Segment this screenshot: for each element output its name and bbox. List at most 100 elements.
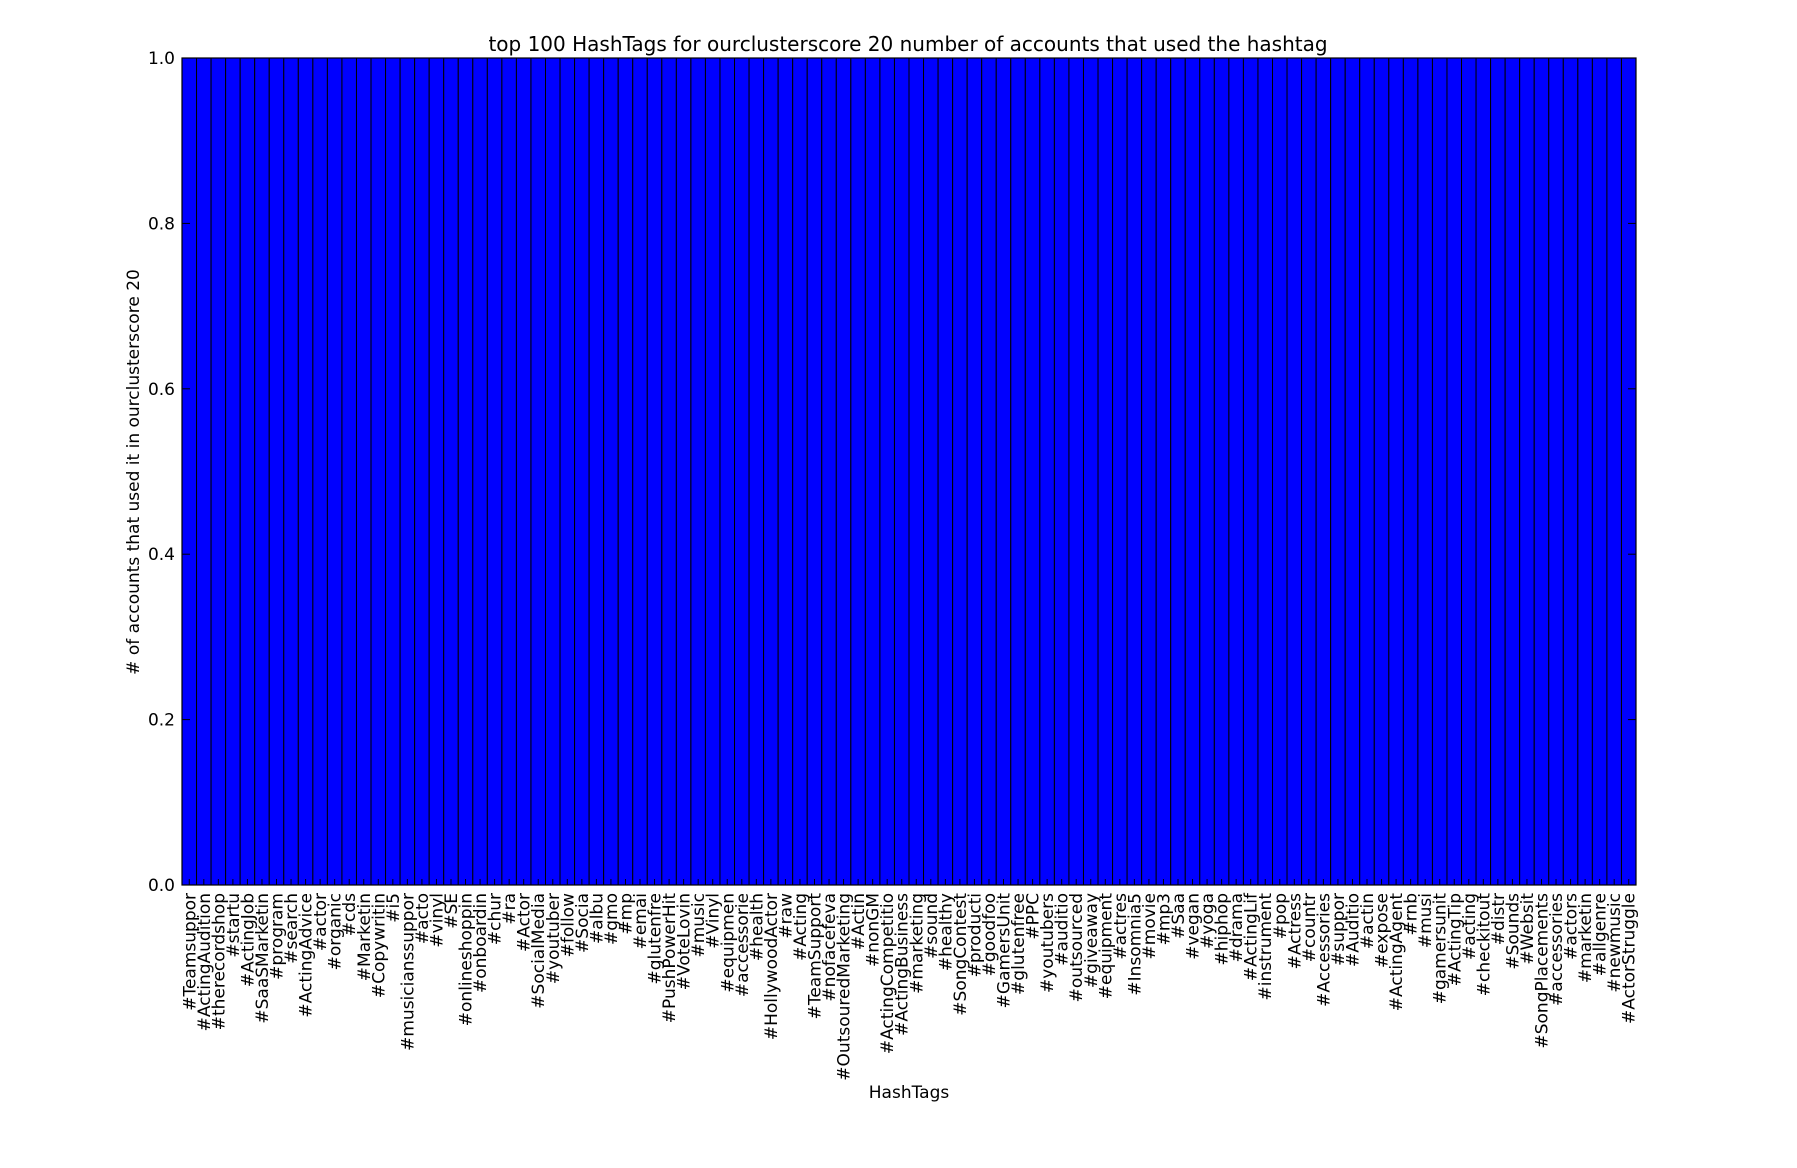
bar (355, 57, 372, 886)
bar (1257, 57, 1273, 886)
bar (1286, 57, 1303, 886)
x-tick-label: #ActingLif (1242, 892, 1262, 981)
bar (1272, 57, 1288, 886)
x-tick-label: #checkitout (1474, 893, 1494, 997)
x-tick-label: #gamersunit (1431, 893, 1451, 1005)
x-axis-label: HashTags (869, 1083, 950, 1103)
x-tick-label: #SaaSMarketin (253, 893, 273, 1024)
bar (501, 57, 517, 886)
y-tick-label: 0.0 (148, 876, 175, 896)
x-tick-label: #actin (1358, 893, 1378, 949)
bar (850, 57, 866, 886)
x-tick-label: #musi (1416, 893, 1436, 948)
bar (486, 57, 503, 886)
bar (835, 57, 852, 886)
x-tick-label: #glutenfre (646, 893, 666, 985)
bar (1082, 57, 1099, 886)
x-tick-label: #mp3 (1154, 893, 1174, 945)
x-tick-label: #allgenre (1591, 893, 1611, 976)
bar (1141, 57, 1157, 886)
x-tick-label: #ActingJob (238, 893, 258, 987)
bar (1315, 57, 1332, 886)
x-tick-label: #music (689, 893, 709, 958)
x-tick-label: #vegan (1184, 893, 1204, 960)
bar (530, 57, 547, 886)
x-tick-label: #glutenfree (1009, 893, 1029, 995)
x-tick-label: #search (282, 893, 302, 964)
bar (210, 57, 227, 886)
bar (864, 57, 881, 886)
bar (1242, 57, 1259, 886)
x-tick-label: #acting (1460, 893, 1480, 960)
bar (1504, 57, 1521, 886)
x-tick-label: #actors (1562, 893, 1582, 960)
x-tick-label: #Accessories (1314, 893, 1334, 1007)
bar (1184, 57, 1201, 886)
x-tick-label: #ActingAgent (1387, 893, 1407, 1012)
bar (1402, 57, 1419, 886)
x-tick-label: #SocialMedia (529, 893, 549, 1009)
bar (937, 57, 954, 886)
x-tick-label: #GamersUnit (995, 893, 1015, 1009)
bar (341, 57, 357, 886)
bar (297, 57, 314, 886)
bar (254, 57, 270, 886)
bar (1533, 57, 1550, 886)
x-tick-label: #countr (1300, 893, 1320, 962)
bar (603, 57, 619, 886)
x-tick-label: #TeamSupport (805, 893, 825, 1020)
x-tick-label: #albu (587, 893, 607, 944)
x-tick-label: #organic (326, 893, 346, 970)
x-tick-label: #ActingBusiness (893, 893, 913, 1036)
bar (457, 57, 474, 886)
bar (588, 57, 605, 886)
bar (443, 57, 459, 886)
x-tick-label: #PPC (1024, 893, 1044, 940)
x-tick-label: #SongContest (951, 893, 971, 1016)
bar (1330, 57, 1346, 886)
x-tick-label: #Marketin (355, 893, 375, 981)
bar (1170, 57, 1186, 886)
bar (704, 57, 721, 886)
x-tick-label: #health (747, 893, 767, 961)
bar (370, 57, 387, 886)
bar (1053, 57, 1070, 886)
x-tick-label: #SongPlacements (1532, 893, 1552, 1049)
x-tick-label: #distr (1489, 893, 1509, 945)
bar (385, 57, 401, 886)
x-tick-label: #ActorStruggle (1620, 893, 1640, 1024)
x-tick-label: #Vinyl (704, 893, 724, 949)
x-tick-label: #sound (922, 893, 942, 959)
x-tick-label: #gmo (602, 893, 622, 945)
bar (1228, 57, 1244, 886)
bar (690, 57, 706, 886)
y-tick-label: 1.0 (148, 49, 175, 69)
x-tick-label: #yoga (1198, 893, 1218, 949)
x-tick-label: #Socia (573, 893, 593, 953)
x-tick-label: #actres (1111, 893, 1131, 960)
x-tick-label: #Actress (1285, 893, 1305, 970)
x-tick-label: #drama (1227, 893, 1247, 962)
x-tick-label: #HollywoodActor (762, 893, 782, 1040)
x-tick-label: #mp (616, 893, 636, 935)
bar (1519, 57, 1535, 886)
bar (268, 57, 285, 886)
x-tick-label: #Auditio (1343, 893, 1363, 967)
bar (777, 57, 794, 886)
bar (1213, 57, 1230, 886)
x-tick-label: #Teamsuppor (180, 893, 200, 1011)
bar (312, 57, 328, 886)
x-tick-label: #marketing (907, 893, 927, 994)
bar (1548, 57, 1564, 886)
x-tick-label: #Sounds (1503, 893, 1523, 970)
x-tick-label: #SE (442, 893, 462, 929)
bar (879, 57, 895, 886)
x-tick-label: #ActingCompetitio (878, 893, 898, 1054)
x-tick-label: #equipmen (718, 893, 738, 993)
x-tick-label: #chur (486, 893, 506, 945)
x-tick-label: #cds (340, 893, 360, 936)
x-tick-label: #nonGM (864, 893, 884, 967)
bar (748, 57, 765, 886)
x-tick-label: #program (268, 893, 288, 980)
